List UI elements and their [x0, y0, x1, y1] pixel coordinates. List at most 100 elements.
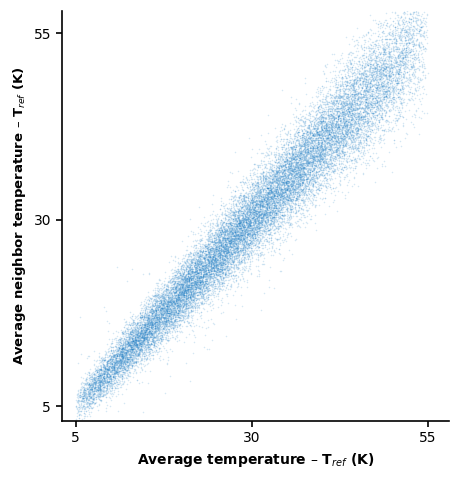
Point [313, 138, 321, 146]
Point [249, 221, 256, 228]
Point [336, 129, 343, 136]
Point [361, 95, 369, 103]
Point [265, 178, 272, 186]
Point [235, 218, 243, 226]
Point [268, 231, 275, 239]
Point [79, 392, 87, 400]
Point [112, 368, 120, 376]
Point [205, 274, 212, 282]
Point [156, 294, 163, 301]
Point [285, 157, 292, 165]
Point [281, 186, 288, 194]
Point [383, 60, 391, 67]
Point [250, 215, 257, 223]
Point [330, 138, 337, 146]
Point [306, 158, 313, 166]
Point [236, 178, 243, 186]
Point [218, 241, 225, 249]
Point [166, 314, 173, 322]
Point [339, 136, 347, 144]
Point [336, 121, 344, 129]
Point [159, 324, 167, 332]
Point [271, 124, 278, 132]
Point [263, 186, 271, 194]
Point [352, 119, 359, 127]
Point [98, 375, 105, 383]
Point [147, 324, 155, 331]
Point [147, 324, 155, 331]
Point [375, 71, 383, 79]
Point [341, 101, 348, 108]
Point [309, 134, 316, 142]
Point [136, 342, 143, 350]
Point [292, 141, 299, 148]
Point [390, 96, 397, 104]
Point [349, 32, 356, 40]
Point [219, 252, 227, 260]
Point [381, 45, 388, 53]
Point [286, 193, 294, 201]
Point [292, 184, 299, 192]
Point [270, 178, 278, 185]
Point [294, 154, 301, 161]
Point [119, 339, 127, 347]
Point [253, 180, 260, 187]
Point [308, 181, 316, 189]
Point [334, 113, 341, 121]
Point [325, 139, 333, 147]
Point [192, 276, 199, 284]
Point [171, 307, 178, 314]
Point [258, 216, 265, 224]
Point [96, 384, 104, 392]
Point [405, 106, 412, 113]
Point [306, 129, 313, 137]
Point [284, 141, 291, 149]
Point [178, 292, 185, 300]
Point [141, 321, 149, 329]
Point [185, 272, 192, 280]
Point [269, 206, 276, 214]
Point [202, 274, 210, 281]
Point [283, 179, 291, 186]
Point [408, 31, 415, 38]
Point [210, 250, 218, 258]
Point [286, 169, 294, 177]
Point [358, 84, 365, 91]
Point [357, 84, 364, 92]
Point [277, 179, 284, 186]
Point [329, 123, 336, 131]
Point [356, 109, 364, 117]
Point [335, 95, 342, 102]
Point [252, 181, 260, 189]
Point [317, 155, 324, 162]
Point [378, 90, 386, 97]
Point [403, 45, 410, 52]
Point [193, 266, 200, 274]
Point [169, 299, 176, 306]
Point [218, 266, 225, 274]
Point [323, 132, 330, 139]
Point [309, 173, 316, 180]
Point [235, 221, 242, 228]
Point [360, 136, 367, 144]
Point [396, 49, 403, 57]
Point [272, 201, 279, 209]
Point [180, 270, 188, 277]
Point [312, 132, 319, 139]
Point [290, 191, 297, 198]
Point [204, 263, 211, 271]
Point [337, 49, 345, 57]
Point [102, 387, 109, 395]
Point [227, 251, 235, 258]
Point [270, 200, 278, 207]
Point [213, 268, 220, 276]
Point [191, 280, 198, 288]
Point [125, 355, 132, 362]
Point [283, 192, 291, 200]
Point [336, 110, 344, 118]
Point [368, 48, 375, 55]
Point [158, 301, 165, 309]
Point [194, 252, 201, 260]
Point [306, 139, 313, 147]
Point [183, 298, 190, 305]
